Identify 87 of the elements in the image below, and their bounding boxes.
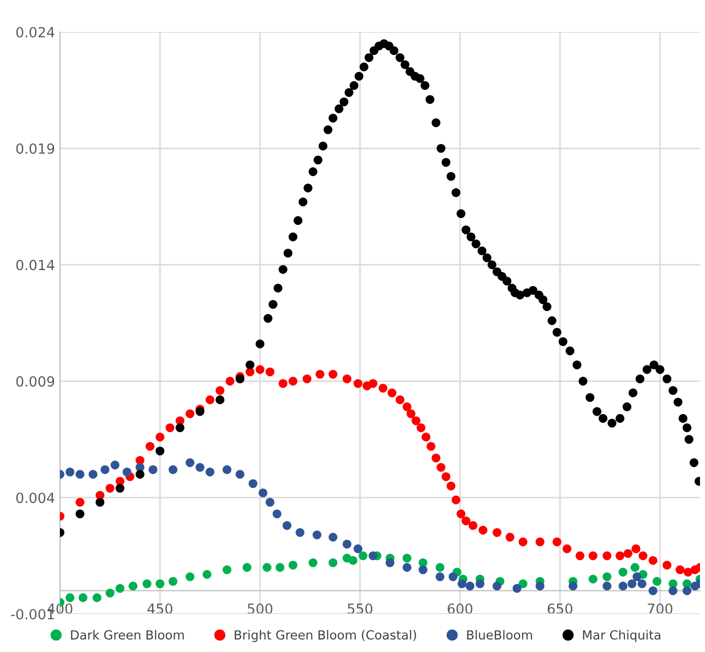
point [156,579,164,588]
point [258,488,268,498]
point [76,470,84,479]
x-tick-label: 550 [348,603,372,614]
point [222,565,232,574]
legend-label: Mar Chiquita [583,630,660,642]
point [492,582,502,590]
point [276,563,284,572]
point [122,468,132,476]
point [436,563,444,572]
legend-label: BlueBloom [467,630,532,640]
point [436,572,444,582]
y-tick-label: 0.009 [16,376,54,387]
x-tick-label: 600 [448,603,472,614]
point [358,551,368,560]
point [328,532,338,542]
y-tick-label: 0.019 [16,143,54,154]
point [106,588,114,598]
point [296,528,304,537]
point [628,579,636,588]
point [202,570,212,579]
point [78,593,88,602]
point [402,554,412,563]
point [142,579,152,588]
point [638,579,646,588]
point [186,572,194,582]
point [236,470,244,479]
point [308,558,318,568]
x-tick-label: 650 [548,603,572,614]
y-tick-label: 0.024 [16,26,54,38]
point [630,563,640,572]
point [588,574,598,584]
point [196,462,204,472]
point [168,465,178,474]
point [88,470,98,479]
point [648,586,658,596]
x-tick-label: 450 [147,603,172,614]
point [110,460,120,470]
point [282,521,292,530]
point [66,468,74,476]
point [652,577,662,586]
point [312,530,322,540]
point [668,586,678,596]
point [448,572,458,582]
point [602,582,612,590]
point [402,563,412,572]
point [186,458,194,468]
y-tick-label: 0.014 [16,260,54,270]
point [242,563,252,572]
point [386,558,394,568]
point [248,479,258,488]
point [92,593,102,602]
point [518,579,528,588]
point [288,560,298,570]
point [354,544,362,554]
point [116,584,124,593]
point [512,584,522,593]
point [466,582,474,590]
point [206,468,214,476]
point [418,565,428,574]
x-tick-label: 700 [648,603,672,614]
point [272,510,282,518]
point [368,551,378,560]
point [262,563,272,572]
y-tick-label: 0.004 [16,492,54,504]
point [222,465,232,474]
point [536,582,544,590]
point [632,572,642,582]
legend-label: Bright Green Bloom (Coastal) [234,630,416,642]
point [682,586,692,596]
point [618,568,628,576]
point [128,582,138,590]
legend-label: Dark Green Bloom [71,630,184,640]
point [568,582,578,590]
point [266,498,274,507]
point [342,540,352,549]
point [618,582,628,590]
x-tick-label: 500 [248,603,272,614]
point [458,579,466,588]
point [148,465,158,474]
point [348,556,358,565]
point [328,558,338,568]
point [476,579,484,588]
point [100,465,110,474]
point [66,593,74,602]
point [168,577,178,586]
point [602,572,612,582]
